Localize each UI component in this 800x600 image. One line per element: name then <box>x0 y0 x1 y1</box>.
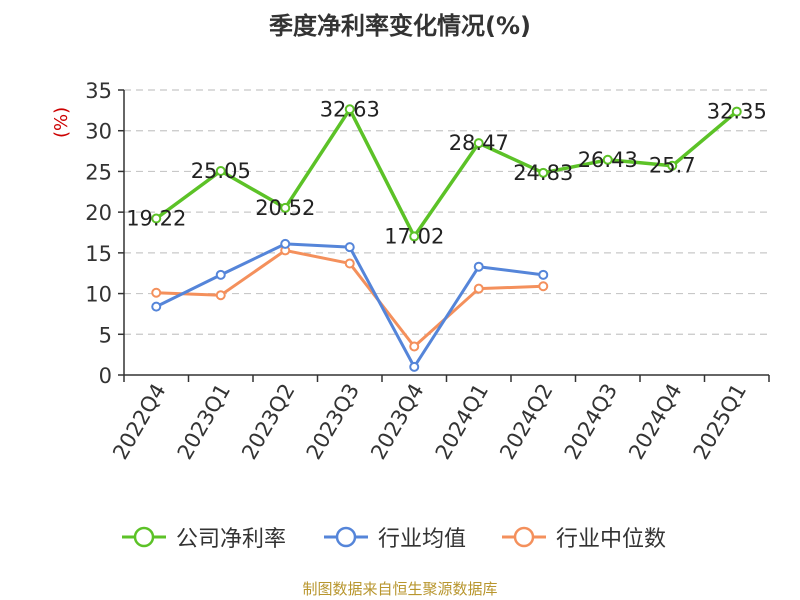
data-label: 28.47 <box>449 131 509 155</box>
y-tick-label: 20 <box>85 201 112 225</box>
series-line-0 <box>155 107 738 239</box>
data-label: 20.52 <box>255 196 315 220</box>
x-tick-label: 2023Q3 <box>302 380 364 464</box>
data-label: 25.05 <box>191 159 251 183</box>
legend-marker-2-icon <box>502 526 546 548</box>
data-point-0 <box>731 106 742 117</box>
data-label: 32.63 <box>320 97 380 121</box>
data-label: 24.83 <box>513 161 573 185</box>
data-point-0 <box>473 138 484 149</box>
data-label: 26.43 <box>578 148 638 172</box>
legend-item-0[interactable]: 公司净利率 <box>120 520 286 554</box>
data-label: 19.22 <box>126 206 186 230</box>
data-label: 32.35 <box>707 100 767 124</box>
data-point-1 <box>151 301 162 312</box>
legend-label-2: 行业中位数 <box>556 527 667 552</box>
source-note: 制图数据来自恒生聚源数据库 <box>302 580 498 598</box>
data-point-0 <box>280 202 291 213</box>
data-point-1 <box>280 238 291 249</box>
data-point-0 <box>667 160 678 171</box>
data-point-2 <box>344 258 355 269</box>
chart-title: 季度净利率变化情况(%) <box>269 12 531 40</box>
data-point-1 <box>409 361 420 372</box>
x-tick-label: 2024Q4 <box>624 380 686 464</box>
y-tick-label: 25 <box>85 160 112 184</box>
x-tick-label: 2025Q1 <box>689 380 751 464</box>
data-point-2 <box>151 287 162 298</box>
data-point-0 <box>215 166 226 177</box>
data-point-2 <box>409 341 420 352</box>
data-point-1 <box>215 269 226 280</box>
data-point-1 <box>538 269 549 280</box>
data-point-1 <box>344 242 355 253</box>
data-point-0 <box>344 104 355 115</box>
data-point-0 <box>538 167 549 178</box>
x-tick-label: 2023Q1 <box>173 380 235 464</box>
y-tick-label: 30 <box>85 120 112 144</box>
y-tick-label: 5 <box>99 323 112 347</box>
chart-legend: 公司净利率 行业均值 行业中位数 <box>0 520 800 554</box>
legend-marker-1-icon <box>324 526 368 548</box>
y-tick-label: 10 <box>85 283 112 307</box>
legend-marker-0-icon <box>122 526 166 548</box>
legend-item-1[interactable]: 行业均值 <box>322 520 466 554</box>
data-point-0 <box>409 231 420 242</box>
y-tick-label: 35 <box>85 79 112 103</box>
x-tick-label: 2023Q2 <box>237 380 299 464</box>
data-point-2 <box>215 290 226 301</box>
data-point-0 <box>151 213 162 224</box>
data-point-1 <box>473 261 484 272</box>
y-tick-label: 0 <box>99 364 112 388</box>
data-point-2 <box>473 283 484 294</box>
x-tick-label: 2023Q4 <box>366 380 428 464</box>
x-tick-label: 2022Q4 <box>108 380 170 464</box>
y-tick-label: 15 <box>85 242 112 266</box>
legend-item-2[interactable]: 行业中位数 <box>500 520 666 554</box>
data-label: 17.02 <box>384 224 444 248</box>
legend-label-0: 公司净利率 <box>176 527 287 552</box>
x-tick-label: 2024Q1 <box>431 380 493 464</box>
data-label: 25.7 <box>649 154 696 178</box>
x-tick-label: 2024Q2 <box>495 380 557 464</box>
x-tick-label: 2024Q3 <box>560 380 622 464</box>
data-point-2 <box>538 281 549 292</box>
legend-label-1: 行业均值 <box>378 527 467 552</box>
data-point-0 <box>602 154 613 165</box>
